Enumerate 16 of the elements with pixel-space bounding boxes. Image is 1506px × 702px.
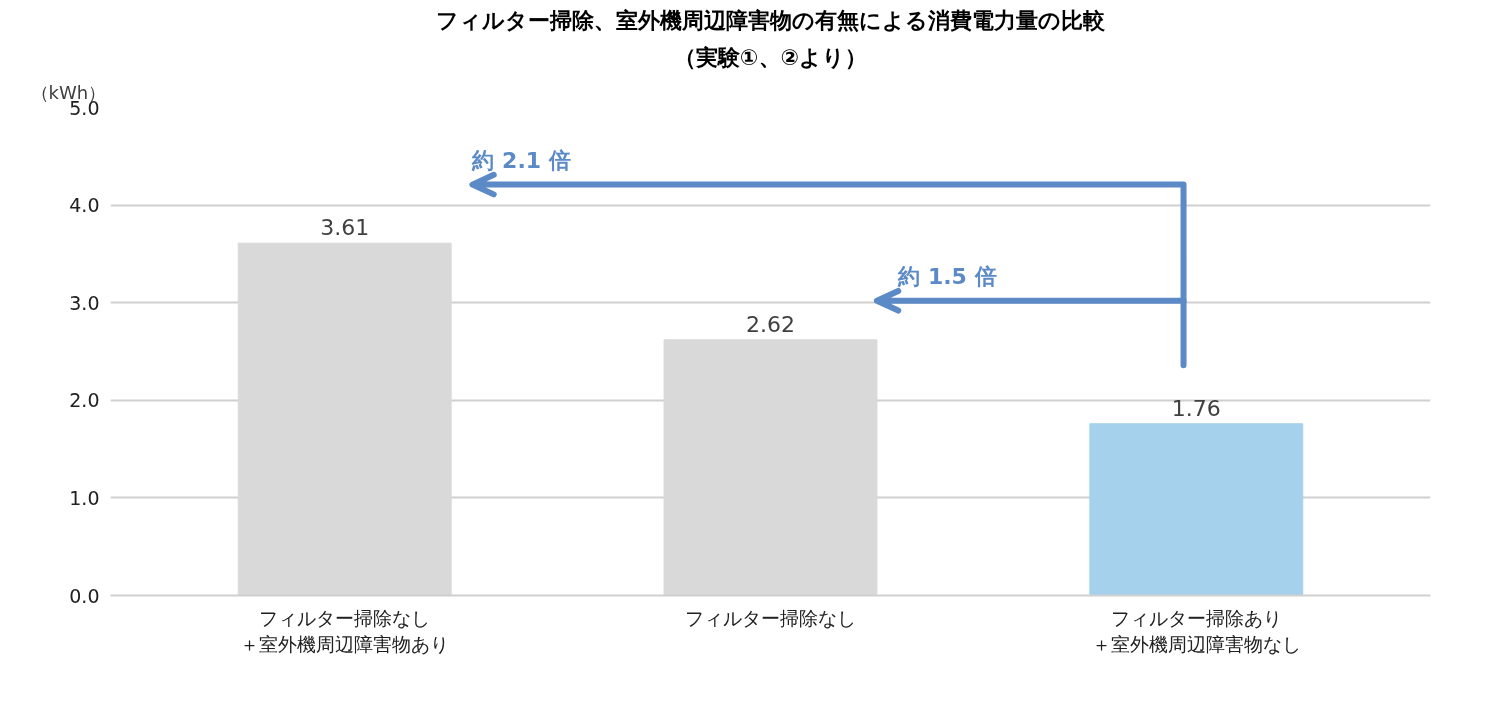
x-tick-label: フィルター掃除なし: [685, 606, 856, 629]
x-tick-label: フィルター掃除なし＋室外機周辺障害物あり: [240, 606, 450, 655]
bar: [1089, 423, 1304, 596]
y-tick-label: 4.0: [69, 194, 100, 217]
annotation: 約 2.1 倍: [471, 147, 571, 173]
y-tick-label: 0.0: [69, 584, 100, 607]
data-label: 3.61: [320, 215, 370, 241]
x-tick-label: フィルター掃除あり＋室外機周辺障害物なし: [1091, 606, 1301, 655]
annotation: 約 1.5 倍: [897, 263, 997, 289]
chart-subtitle: （実験①、②より）: [673, 44, 868, 70]
chart-title: フィルター掃除、室外機周辺障害物の有無による消費電力量の比較: [436, 7, 1106, 33]
y-tick-label: 3.0: [69, 291, 100, 314]
y-tick-label: 1.0: [69, 486, 100, 509]
data-label: 1.76: [1171, 395, 1221, 421]
y-tick-label: 2.0: [69, 389, 100, 412]
data-label: 2.62: [746, 311, 795, 337]
